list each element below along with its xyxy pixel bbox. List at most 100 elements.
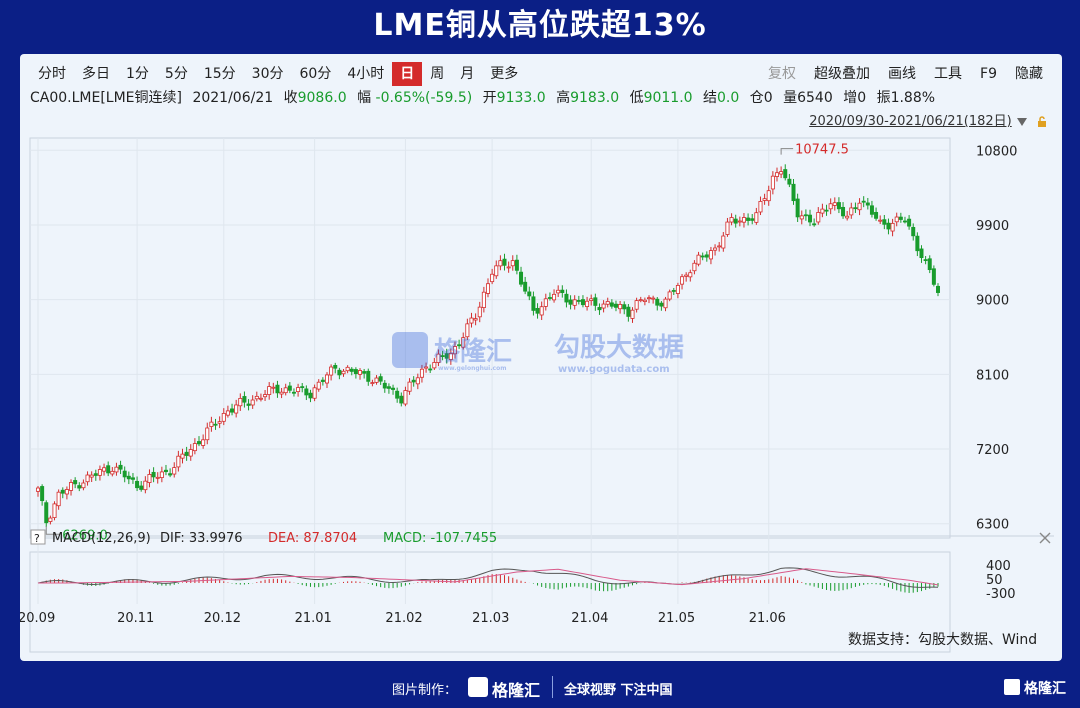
candle-44 [217, 421, 222, 424]
tool-0[interactable]: 复权 [768, 66, 797, 82]
change-label: 幅 [357, 90, 372, 106]
candle-135 [593, 297, 598, 306]
candle-120 [531, 296, 536, 311]
candle-174 [754, 212, 759, 223]
candle-161 [700, 255, 705, 258]
candle-192 [828, 203, 833, 210]
candle-139 [609, 302, 614, 307]
candle-65 [304, 388, 309, 396]
change-value: -0.65%(-59.5) [375, 90, 473, 106]
candle-168 [729, 217, 734, 223]
candle-129 [568, 299, 573, 305]
candle-123 [543, 298, 548, 307]
candle-153 [667, 291, 672, 300]
close-field: 收9086.0 [284, 90, 347, 106]
period-tab-6[interactable]: 60分 [299, 66, 332, 82]
candle-99 [444, 353, 449, 359]
corner-brand: 格隆汇 [1024, 681, 1066, 697]
candle-73 [337, 369, 342, 376]
period-tab-1[interactable]: 多日 [82, 66, 110, 82]
date-range-text: 2020/09/30-2021/06/21(182日) [809, 114, 1012, 129]
period-toolbar: 分时 多日 1分 5分 15分 30分 60分 4小时日周月更多 [30, 62, 526, 86]
period-tab-10[interactable]: 月 [460, 66, 475, 82]
candle-204 [878, 219, 883, 222]
dif-line [37, 567, 939, 588]
candle-178 [770, 175, 775, 190]
period-tab-5[interactable]: 30分 [251, 66, 284, 82]
candle-11 [81, 482, 86, 489]
x-tick-5: 21.03 [472, 611, 509, 626]
high-annotation: 10747.5 [795, 143, 849, 158]
candle-172 [746, 217, 751, 221]
help-icon-glyph: ? [34, 532, 40, 545]
candle-145 [634, 300, 639, 310]
date-range-selector[interactable]: 2020/09/30-2021/06/21(182日) [809, 110, 1048, 129]
period-tab-4[interactable]: 15分 [203, 66, 236, 82]
candle-140 [613, 303, 618, 308]
candle-164 [713, 247, 718, 251]
candle-207 [890, 222, 895, 232]
period-tab-11[interactable]: 更多 [490, 66, 519, 82]
candle-177 [766, 190, 771, 202]
candle-69 [320, 379, 325, 382]
candle-126 [556, 289, 561, 294]
candle-191 [824, 209, 829, 212]
candle-80 [366, 370, 371, 382]
footer-slogan: 全球视野 下注中国 [564, 683, 673, 698]
tool-5[interactable]: 隐藏 [1015, 66, 1043, 82]
macd-dea: DEA: 87.8704 [268, 531, 357, 546]
candle-38 [192, 443, 197, 452]
period-tab-2[interactable]: 1分 [126, 66, 149, 82]
candle-20 [118, 464, 123, 470]
tool-3[interactable]: 工具 [934, 66, 963, 82]
candle-30 [159, 471, 164, 478]
candle-19 [114, 466, 119, 473]
footer: 图片制作： 格隆汇 全球视野 下注中国 格隆汇 [0, 668, 1080, 708]
candle-92 [415, 377, 420, 385]
candle-215 [923, 259, 928, 262]
change-field: 幅 -0.65%(-59.5) [357, 90, 472, 106]
candle-86 [391, 387, 396, 390]
candle-52 [250, 399, 255, 406]
quote-info-bar: CA00.LME[LME铜连续] 2021/06/21 收9086.0 幅 -0… [30, 87, 941, 107]
tool-1[interactable]: 超级叠加 [814, 66, 871, 82]
footer-divider [552, 676, 553, 698]
candle-216 [927, 258, 932, 271]
dropdown-icon[interactable] [1016, 117, 1028, 127]
lock-icon[interactable] [1036, 115, 1048, 128]
candle-213 [915, 235, 920, 252]
tool-4[interactable]: F9 [980, 66, 997, 82]
x-tick-4: 21.02 [385, 611, 422, 626]
candle-6 [60, 489, 65, 494]
candle-112 [498, 260, 503, 267]
candle-201 [865, 202, 870, 206]
period-tab-7[interactable]: 4小时 [347, 66, 385, 82]
period-tab-9[interactable]: 周 [430, 66, 445, 82]
candle-60 [283, 387, 288, 394]
candle-217 [931, 268, 936, 285]
candle-211 [907, 218, 912, 227]
watermark-logo-icon [392, 332, 428, 368]
tool-2[interactable]: 画线 [888, 66, 917, 82]
candle-106 [473, 318, 478, 321]
candle-94 [424, 366, 429, 369]
candle-170 [737, 220, 742, 223]
candle-200 [861, 200, 866, 203]
candle-189 [816, 212, 821, 223]
candle-66 [308, 392, 313, 399]
candle-41 [205, 427, 210, 441]
candle-171 [741, 217, 746, 223]
candle-55 [263, 394, 268, 398]
candle-205 [882, 219, 887, 225]
period-tab-8[interactable]: 日 [392, 62, 423, 86]
oichg-field: 增0 [843, 90, 866, 106]
period-tab-0[interactable]: 分时 [38, 66, 66, 82]
candle-187 [808, 214, 813, 223]
low-label: 低 [629, 90, 644, 106]
candle-114 [506, 266, 511, 269]
candle-218 [936, 285, 941, 293]
price-chart[interactable]: 6300 7200 8100 9000 9900 10800 20.09 20.11 20.12… [20, 54, 1062, 661]
period-tab-3[interactable]: 5分 [164, 66, 188, 82]
low-field: 低9011.0 [630, 90, 693, 106]
vol-value: 6540 [797, 90, 833, 106]
